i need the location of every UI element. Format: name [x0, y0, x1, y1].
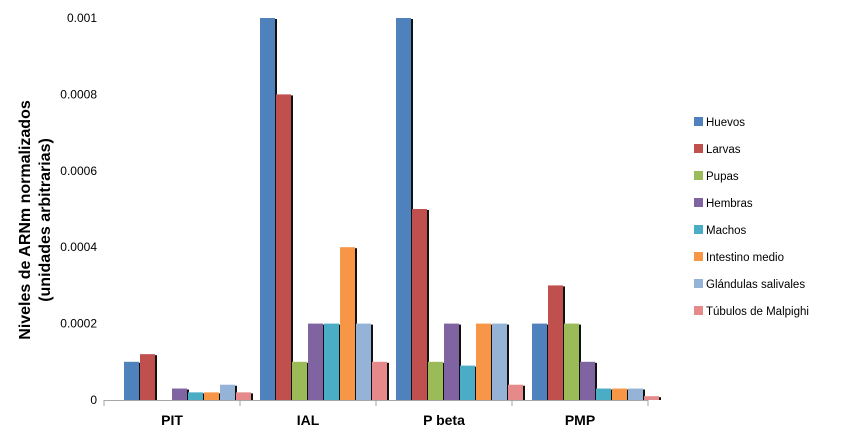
y-axis-label-line1: Niveles de ARNm normalizados	[17, 100, 34, 340]
bar-fill	[492, 323, 507, 400]
bar	[476, 323, 493, 400]
y-tick-label: 0.0006	[60, 164, 97, 178]
legend-label: Huevos	[706, 117, 745, 129]
bar	[596, 388, 613, 400]
legend-label: Túbulos de Malpighi	[706, 306, 809, 318]
bar-fill	[276, 94, 291, 401]
bar	[204, 392, 221, 400]
bar-fill	[188, 392, 203, 400]
bar	[308, 323, 325, 400]
bar-fill	[428, 361, 443, 400]
bar-fill	[628, 388, 643, 400]
x-category-label: IAL	[297, 412, 320, 428]
bar	[428, 361, 445, 400]
bar-fill	[508, 384, 523, 400]
bar	[172, 388, 189, 400]
bar-fill	[372, 361, 387, 400]
bar	[564, 323, 581, 400]
bar-fill	[324, 323, 339, 400]
legend-label: Larvas	[706, 144, 741, 156]
bar-fill	[356, 323, 371, 400]
bar-fill	[236, 392, 251, 400]
bar-fill	[204, 392, 219, 400]
bar	[324, 323, 341, 400]
bar-fill	[548, 285, 563, 400]
bar	[532, 323, 549, 400]
x-category-label: PIT	[161, 412, 183, 428]
bar	[276, 94, 293, 401]
legend: Huevos Larvas Pupas Hembras Machos Intestino …	[694, 117, 809, 318]
bar-fill	[580, 361, 595, 400]
bar	[644, 396, 661, 400]
bar	[372, 361, 389, 400]
bar	[124, 361, 141, 400]
x-axis-categories: PIT IAL P beta PMP	[103, 400, 649, 428]
legend-swatch	[694, 306, 703, 315]
legend-label: Machos	[706, 225, 747, 237]
bar	[140, 354, 157, 400]
bar	[508, 384, 525, 400]
bar-fill	[308, 323, 323, 400]
bar-fill	[476, 323, 491, 400]
y-tick-label: 0.0002	[60, 317, 97, 331]
bar	[340, 247, 357, 400]
bar	[220, 384, 237, 400]
bar-fill	[596, 388, 611, 400]
bar-fill	[612, 388, 627, 400]
bar	[444, 323, 461, 400]
bar-fill	[260, 18, 275, 400]
bar-fill	[140, 354, 155, 400]
legend-label: Glándulas salivales	[706, 279, 805, 291]
legend-swatch	[694, 198, 703, 207]
bar	[548, 285, 565, 400]
legend-swatch	[694, 279, 703, 288]
legend-label: Intestino medio	[706, 252, 784, 264]
legend-swatch	[694, 225, 703, 234]
y-axis-label: Niveles de ARNm normalizados (unidades a…	[17, 100, 54, 340]
legend-swatch	[694, 144, 703, 153]
legend-swatch	[694, 252, 703, 261]
legend-swatch	[694, 117, 703, 126]
bar-fill	[172, 388, 187, 400]
bar	[580, 361, 597, 400]
y-axis-label-line2: (unidades arbitrarias)	[37, 138, 54, 302]
bar	[396, 18, 413, 400]
x-category-label: P beta	[423, 412, 465, 428]
bar-fill	[292, 361, 307, 400]
bar-fill	[220, 384, 235, 400]
legend-swatch	[694, 171, 703, 180]
bar-fill	[340, 247, 355, 400]
bar	[612, 388, 629, 400]
x-category-label: PMP	[565, 412, 595, 428]
bar-fill	[412, 209, 427, 400]
bar-fill	[460, 365, 475, 400]
y-tick-label: 0	[90, 393, 97, 407]
bars	[124, 18, 661, 401]
bar	[260, 18, 277, 400]
bar	[188, 392, 205, 400]
y-axis-ticks: 0 0.0002 0.0004 0.0006 0.0008 0.001	[60, 11, 97, 407]
bar	[356, 323, 373, 400]
y-tick-label: 0.0008	[60, 87, 97, 101]
bar	[412, 209, 429, 400]
bar	[460, 365, 477, 400]
bar-fill	[564, 323, 579, 400]
bar-fill	[124, 361, 139, 400]
legend-label: Pupas	[706, 171, 739, 183]
y-tick-label: 0.0004	[60, 240, 97, 254]
bar	[236, 392, 253, 400]
bar	[492, 323, 509, 400]
bar-fill	[396, 18, 411, 400]
bar-fill	[644, 396, 659, 400]
y-tick-label: 0.001	[67, 11, 97, 25]
legend-label: Hembras	[706, 198, 753, 210]
bar-fill	[532, 323, 547, 400]
bar	[292, 361, 309, 400]
bar-fill	[444, 323, 459, 400]
bar	[628, 388, 645, 400]
